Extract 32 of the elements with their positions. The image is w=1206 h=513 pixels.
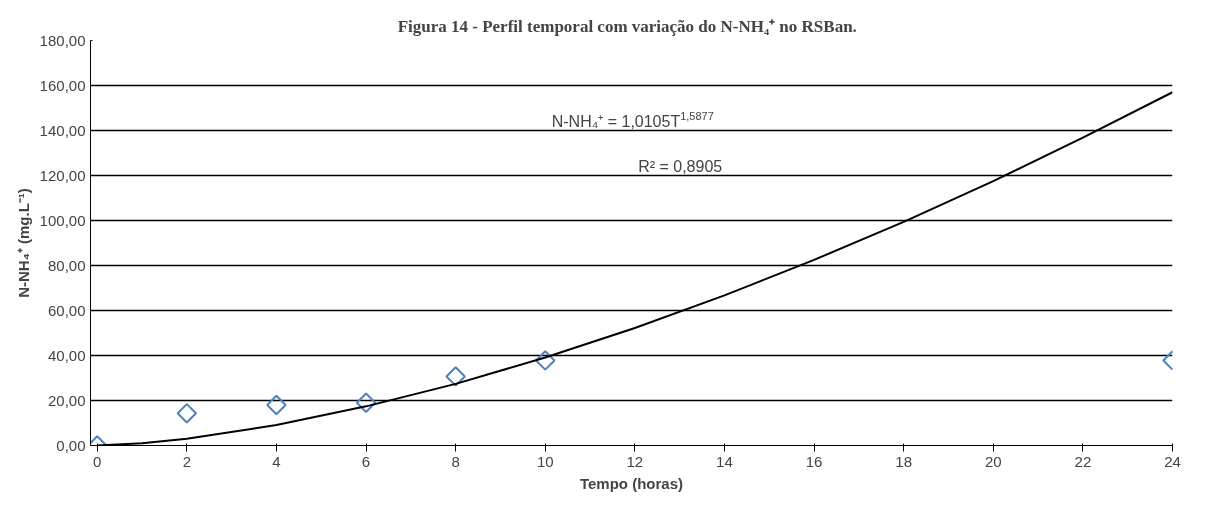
x-axis-title: Tempo (horas) — [579, 474, 684, 492]
y-tick-label: 140,00 — [39, 121, 86, 139]
y-axis-title: N-NH₄⁺ (mg.L⁻¹) — [14, 188, 32, 298]
y-tick-label: 0,00 — [56, 436, 86, 454]
x-tick-label: 8 — [451, 452, 460, 470]
point — [445, 366, 466, 387]
y-tick-label: 80,00 — [47, 256, 86, 274]
point — [535, 350, 556, 371]
x-tick-label: 10 — [536, 452, 554, 470]
y-tick-label: 60,00 — [47, 301, 86, 319]
x-tick-label: 24 — [1164, 452, 1181, 470]
y-tick-label: 100,00 — [39, 211, 86, 229]
x-tick-label: 0 — [93, 452, 102, 470]
y-tick-label: 160,00 — [39, 76, 86, 94]
y-tick-label: 20,00 — [47, 391, 86, 409]
x-tick-label: 2 — [182, 452, 191, 470]
y-tick-label: 120,00 — [39, 166, 86, 184]
point — [176, 403, 198, 424]
point — [266, 394, 287, 416]
x-tick-label: 4 — [272, 452, 281, 470]
x-tick-label: 22 — [1074, 452, 1092, 470]
chart-title: Figura 14 - Perfil temporal com variação do N-NH₄⁺ no RSBan. — [397, 16, 857, 36]
point — [355, 392, 377, 413]
x-tick-label: 16 — [805, 452, 823, 470]
x-tick-label: 18 — [895, 452, 913, 470]
y-tick-label: 40,00 — [47, 346, 86, 364]
x-tick-label: 14 — [716, 452, 733, 470]
y-tick-label: 180,00 — [39, 31, 86, 49]
x-tick-label: 6 — [361, 452, 371, 470]
annotation: R² = 0,8905 — [638, 157, 723, 175]
x-tick-label: 20 — [984, 452, 1002, 470]
x-tick-label: 12 — [626, 452, 644, 470]
